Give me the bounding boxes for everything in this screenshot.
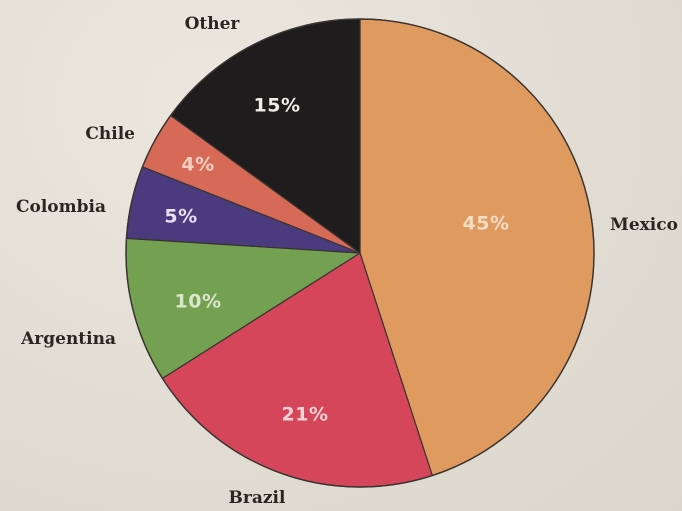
percentage-label-mexico: 45% [463,213,510,235]
percentage-label-argentina: 10% [175,291,222,313]
percentage-label-other: 15% [254,95,301,117]
category-label-argentina: Argentina [20,329,116,349]
category-label-mexico: Mexico [610,215,678,235]
pie-slices [126,19,594,487]
percentage-label-chile: 4% [181,154,214,176]
category-label-brazil: Brazil [229,488,286,508]
category-label-colombia: Colombia [16,197,106,217]
category-label-other: Other [185,14,241,34]
category-label-chile: Chile [85,124,135,144]
percentage-label-brazil: 21% [282,404,329,426]
percentage-label-colombia: 5% [164,206,197,228]
